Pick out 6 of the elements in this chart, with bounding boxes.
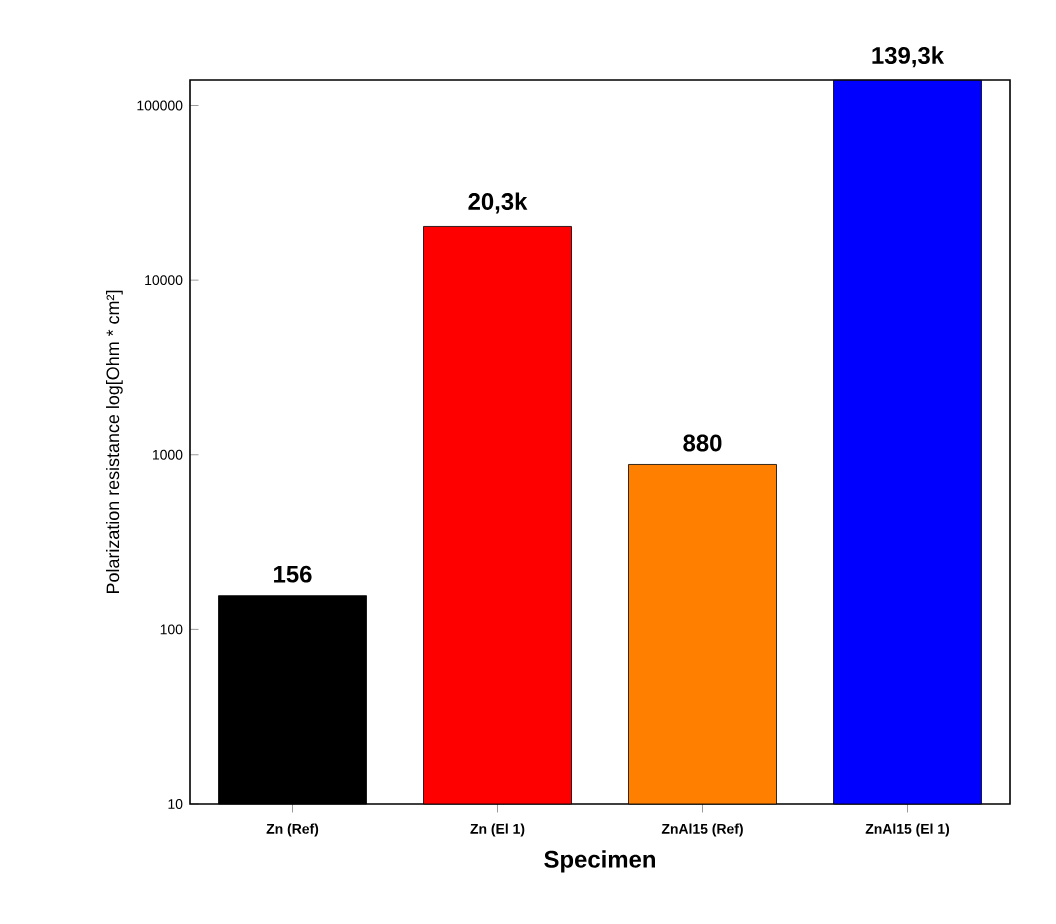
data-label: 139,3k bbox=[872, 46, 945, 68]
x-axis-title: Specimen bbox=[544, 850, 655, 873]
data-label: 156 bbox=[274, 565, 312, 583]
data-label: 20,3k bbox=[468, 192, 528, 214]
data-label: 880 bbox=[683, 434, 722, 452]
y-axis-title: Polarization resistance log[Ohm * cm²] bbox=[106, 290, 123, 594]
